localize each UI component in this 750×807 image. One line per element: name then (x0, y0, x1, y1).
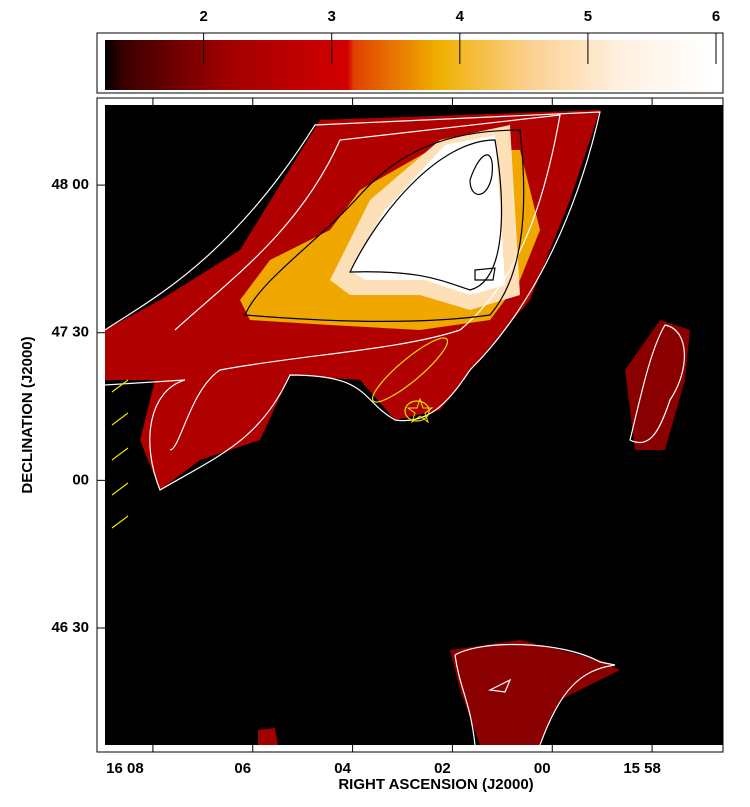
colorbar-tick-label: 2 (199, 8, 207, 25)
image (105, 105, 723, 745)
emission (450, 640, 620, 745)
colorbar-tick-label: 6 (712, 8, 720, 25)
x-tick-label: 06 (234, 760, 251, 777)
y-tick-label: 48 00 (51, 176, 89, 193)
contour (469, 154, 496, 281)
colorbar-tick-label: 4 (456, 8, 465, 25)
contour (105, 111, 601, 491)
y-tick-label: 00 (72, 471, 89, 488)
emission (625, 320, 690, 450)
colorbar-tick-label: 5 (584, 8, 592, 25)
x-tick-label: 00 (534, 760, 551, 777)
contour (629, 324, 686, 444)
contour (244, 129, 525, 323)
x-tick-label: 04 (334, 760, 351, 777)
x-tick-label: 15 58 (623, 760, 661, 777)
x-tick-label: 02 (434, 760, 451, 777)
source-ellipse (371, 337, 449, 403)
x-axis-label: RIGHT ASCENSION (J2000) (338, 776, 533, 793)
contour (169, 114, 561, 451)
star (406, 397, 434, 424)
contour (454, 643, 616, 745)
y-tick-label: 46 30 (51, 619, 89, 636)
x-tick-label: 16 08 (106, 760, 144, 777)
y-tick-label: 47 30 (51, 324, 89, 341)
colorbar-tick-label: 3 (328, 8, 336, 25)
colorbar (105, 40, 712, 90)
y-axis-label: DECLINATION (J2000) (19, 336, 36, 493)
emission (350, 135, 505, 295)
emission (258, 728, 278, 745)
beam-marks (111, 379, 129, 529)
source-ellipse (404, 400, 430, 422)
contour (349, 139, 503, 291)
colorbar-frame (96, 32, 724, 94)
